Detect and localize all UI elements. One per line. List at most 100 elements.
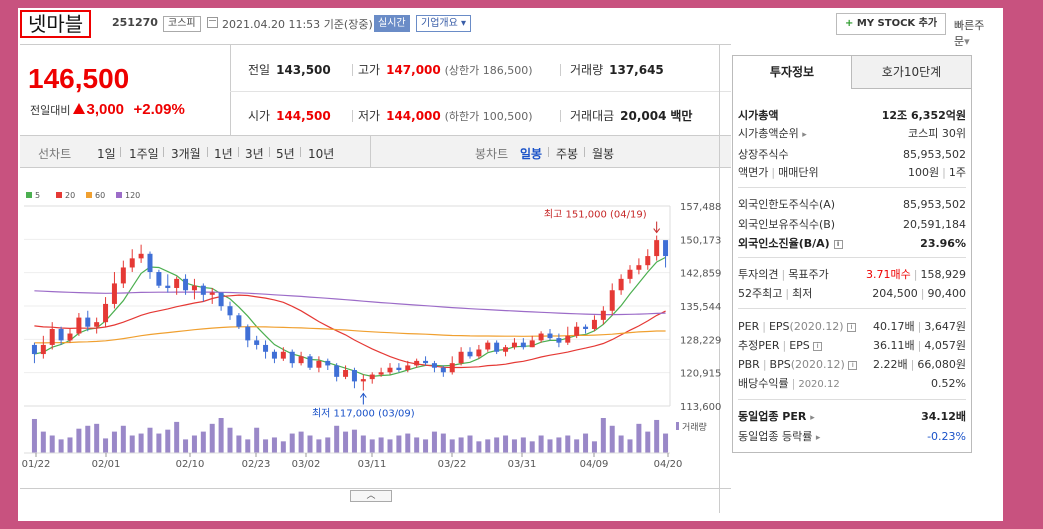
sector-rate-row[interactable]: 동일업종 등락률 ▸ -0.23% — [738, 428, 966, 446]
period-5y[interactable]: 5년 — [276, 147, 295, 161]
volume-bar — [174, 421, 180, 453]
est-per-label: 추정PER — [738, 339, 780, 352]
candle-body — [458, 351, 464, 364]
divider — [370, 136, 371, 168]
volume-bar — [343, 431, 349, 453]
ma-line-120 — [34, 290, 666, 316]
period-3m[interactable]: 3개월 — [171, 147, 201, 161]
candle-body — [245, 326, 251, 341]
legend-label: 5 — [35, 191, 40, 200]
quote-datetime: 2021.04.20 11:53 기준(장중) — [222, 16, 373, 32]
candle-daily[interactable]: 일봉 — [520, 147, 543, 161]
volume-bar — [111, 431, 117, 453]
period-1y[interactable]: 1년 — [214, 147, 233, 161]
divider — [238, 147, 239, 157]
volume-bar — [67, 437, 73, 453]
period-10y[interactable]: 10년 — [308, 147, 335, 161]
per-row: PER | EPS(2020.12) i 40.17배 | 3,647원 — [738, 320, 966, 333]
info-icon[interactable]: i — [848, 360, 858, 370]
shares-label: 상장주식수 — [738, 148, 789, 161]
info-icon[interactable]: i — [833, 239, 843, 249]
candle-body — [511, 342, 517, 348]
amount-unit: 백만 — [670, 109, 693, 123]
collapse-chart-button[interactable]: ︿ — [350, 490, 392, 502]
volume-bar — [458, 437, 464, 453]
quick-order-button[interactable]: 빠른주문▾ — [954, 17, 985, 49]
period-1w[interactable]: 1주일 — [129, 147, 159, 161]
volume-bar — [520, 437, 526, 453]
y-tick-label: 135,544 — [680, 302, 721, 313]
chevron-right-icon: ▸ — [802, 130, 807, 140]
change-percent: +2.09% — [133, 101, 185, 118]
cap-rank-row[interactable]: 시가총액순위 ▸ 코스피 30위 — [738, 125, 966, 143]
volume-bar — [654, 419, 660, 453]
volume-bar — [618, 435, 624, 453]
candle-body — [138, 253, 144, 259]
candle-body — [645, 256, 651, 266]
unit-value: 1주 — [948, 166, 966, 179]
volume-bar — [40, 431, 46, 453]
est-eps-value: 4,057원 — [924, 339, 966, 352]
add-mystock-button[interactable]: + MY STOCK 추가 — [836, 13, 947, 35]
candle-body — [334, 365, 340, 377]
volume-bar — [485, 439, 491, 453]
volume-bar — [298, 431, 304, 453]
candle-body — [494, 342, 500, 352]
per-label: PER — [738, 320, 760, 333]
volume-legend-label: 거래량 — [682, 421, 707, 433]
week52-high-value: 204,500 — [872, 287, 918, 300]
volume-bar — [103, 438, 109, 453]
candle-body — [263, 344, 269, 352]
pbr-year: (2020.12) — [790, 358, 845, 371]
tab-order-book[interactable]: 호가10단계 — [852, 56, 971, 89]
x-tick-label: 03/31 — [508, 459, 537, 468]
x-tick-label: 02/10 — [176, 459, 205, 468]
y-tick-label: 113,600 — [680, 402, 721, 413]
legend-swatch — [116, 192, 122, 198]
candle-body — [165, 285, 171, 288]
info-icon[interactable]: i — [847, 322, 857, 332]
dividend-value: 0.52% — [931, 377, 966, 390]
divider — [230, 91, 731, 92]
y-tick-label: 157,488 — [680, 202, 721, 213]
volume-bar — [467, 435, 473, 453]
divider — [269, 147, 270, 157]
candle-body — [529, 340, 535, 348]
prev-close: 전일 143,500 — [248, 61, 331, 78]
candle-body — [254, 340, 260, 345]
divider — [163, 147, 164, 157]
volume-bar — [307, 435, 313, 453]
volume-bar — [254, 427, 260, 453]
tab-investment-info[interactable]: 투자정보 — [733, 56, 852, 89]
candle-body — [298, 356, 304, 364]
volume-bar — [405, 433, 411, 453]
realtime-button[interactable]: 실시간 — [374, 15, 410, 32]
legend-swatch — [26, 192, 32, 198]
divider — [738, 187, 966, 188]
chevron-right-icon: ▸ — [810, 413, 815, 423]
candle-body — [103, 303, 109, 323]
volume-bar — [503, 435, 509, 453]
quick-order-label: 빠른주문 — [954, 19, 985, 48]
volume-bar — [538, 435, 544, 453]
period-3y[interactable]: 3년 — [245, 147, 264, 161]
candle-body — [271, 351, 277, 359]
prev-close-value: 143,500 — [276, 63, 331, 77]
candle-monthly[interactable]: 월봉 — [592, 147, 615, 161]
volume-bar — [58, 439, 64, 453]
period-1d[interactable]: 1일 — [97, 147, 116, 161]
pbr-value: 2.22배 — [873, 358, 908, 371]
volume-legend-swatch — [676, 422, 679, 430]
volume: 거래량 137,645 — [570, 61, 664, 78]
per-year: (2020.12) — [789, 320, 844, 333]
candles — [31, 235, 669, 391]
company-overview-dropdown[interactable]: 기업개요 ▾ — [416, 15, 472, 32]
sector-per-row[interactable]: 동일업종 PER ▸ 34.12배 — [738, 408, 966, 426]
candle-weekly[interactable]: 주봉 — [556, 147, 579, 161]
volume-bar — [565, 435, 571, 453]
candle-body — [111, 283, 117, 304]
volume-bar — [138, 433, 144, 453]
volume-bar — [334, 425, 340, 453]
info-icon[interactable]: i — [813, 341, 823, 351]
stock-chart: 5 20 60 120 157,488 150,173 142,859 135,544 128… — [20, 178, 731, 470]
